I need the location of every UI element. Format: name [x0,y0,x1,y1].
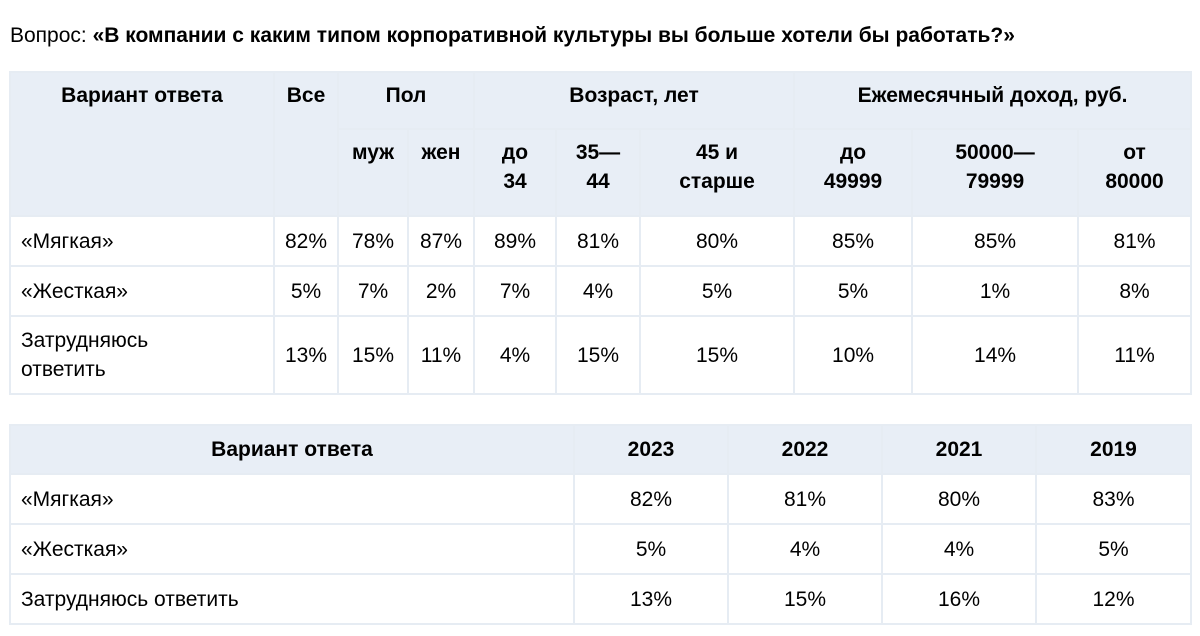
header-variant: Вариант ответа [9,424,575,475]
header-year: 2023 [573,424,729,475]
header-income: Ежемесячный доход, руб. [793,71,1193,130]
cell-value: 13% [573,573,729,625]
cell-value: 78% [337,215,409,267]
breakdown-table: Вариант ответа Все Пол Возраст, лет Ежем… [9,71,1193,395]
cell-value: 80% [881,473,1037,525]
cell-value: 87% [407,215,475,267]
header-age-under-34-line2: 34 [503,170,527,193]
cell-value: 81% [1077,215,1193,267]
header-female: жен [407,128,475,217]
cell-value: 80% [638,215,796,267]
cell-value: 5% [793,265,914,317]
row-label: «Жесткая» [9,523,575,575]
cell-value: 14% [911,315,1080,395]
cell-value: 5% [638,265,796,317]
cell-value: 81% [555,215,641,267]
cell-value: 4% [727,523,883,575]
header-income-high-line2: 80000 [1105,170,1164,193]
cell-value: 7% [473,265,557,317]
question-prefix: Вопрос: [10,24,93,47]
cell-value: 10% [793,315,914,395]
cell-value: 82% [273,215,339,267]
table-row: Затрудняюсь ответить 13% 15% 11% 4% 15% 1… [9,315,1193,395]
cell-value: 5% [273,265,339,317]
cell-value: 11% [1077,315,1193,395]
cell-value: 5% [1035,523,1192,575]
cell-value: 85% [793,215,914,267]
header-all: Все [273,71,339,217]
header-row: Вариант ответа 2023 2022 2021 2019 [9,424,1192,475]
table-row: «Жесткая» 5% 7% 2% 7% 4% 5% 5% 1% 8% [9,265,1193,317]
row-label: «Мягкая» [9,215,275,267]
cell-value: 11% [407,315,475,395]
header-age-45-plus-line1: 45 и [695,141,739,164]
header-age-under-34-line1: до [501,141,529,164]
header-age-45-plus: 45 и старше [638,128,796,217]
row-label-line1: Затрудняюсь [21,329,149,352]
header-male: муж [337,128,409,217]
cell-value: 82% [573,473,729,525]
table-row: «Мягкая» 82% 81% 80% 83% [9,473,1192,525]
cell-value: 12% [1035,573,1192,625]
cell-value: 4% [473,315,557,395]
row-label: Затрудняюсь ответить [9,315,275,395]
header-income-high: от 80000 [1077,128,1193,217]
header-age-35-44: 35— 44 [555,128,641,217]
header-income-mid-line1: 50000— [955,141,1035,164]
header-income-mid: 50000— 79999 [911,128,1080,217]
header-sex: Пол [337,71,475,130]
header-income-high-line1: от [1123,141,1146,164]
table-row: «Мягкая» 82% 78% 87% 89% 81% 80% 85% 85%… [9,215,1193,267]
cell-value: 4% [881,523,1037,575]
header-age-45-plus-line2: старше [679,170,755,193]
yearly-table: Вариант ответа 2023 2022 2021 2019 «Мягк… [9,424,1192,625]
cell-value: 85% [911,215,1080,267]
cell-value: 8% [1077,265,1193,317]
row-label: «Жесткая» [9,265,275,317]
cell-value: 5% [573,523,729,575]
cell-value: 13% [273,315,339,395]
cell-value: 1% [911,265,1080,317]
cell-value: 15% [638,315,796,395]
header-age-35-44-line1: 35— [575,141,621,164]
header-income-low-line2: 49999 [823,170,883,193]
header-row-2: муж жен до 34 35— 44 45 и старше до 49999 50… [10,128,1193,217]
row-label: «Мягкая» [9,473,575,525]
cell-value: 15% [727,573,883,625]
header-year: 2019 [1035,424,1192,475]
table-row: «Жесткая» 5% 4% 4% 5% [9,523,1192,575]
header-income-low: до 49999 [793,128,914,217]
cell-value: 89% [473,215,557,267]
cell-value: 81% [727,473,883,525]
cell-value: 83% [1035,473,1192,525]
header-variant: Вариант ответа [9,71,275,217]
cell-value: 16% [881,573,1037,625]
question-text: «В компании с каким типом корпоративной … [92,24,1015,47]
header-year: 2021 [881,424,1037,475]
cell-value: 2% [407,265,475,317]
cell-value: 4% [555,265,641,317]
header-row-1: Вариант ответа Все Пол Возраст, лет Ежем… [9,71,1193,217]
header-age-under-34: до 34 [473,128,557,217]
header-income-low-line1: до [839,141,867,164]
header-income-mid-line2: 79999 [965,170,1025,193]
header-age: Возраст, лет [472,71,796,130]
row-label: Затрудняюсь ответить [9,573,575,625]
cell-value: 15% [337,315,409,395]
header-year: 2022 [727,424,883,475]
row-label-line2: ответить [21,358,106,381]
header-age-35-44-line2: 44 [586,170,610,193]
table-row: Затрудняюсь ответить 13% 15% 16% 12% [9,573,1192,625]
question-line: Вопрос: «В компании с каким типом корпор… [10,22,1015,50]
cell-value: 15% [555,315,641,395]
cell-value: 7% [337,265,409,317]
